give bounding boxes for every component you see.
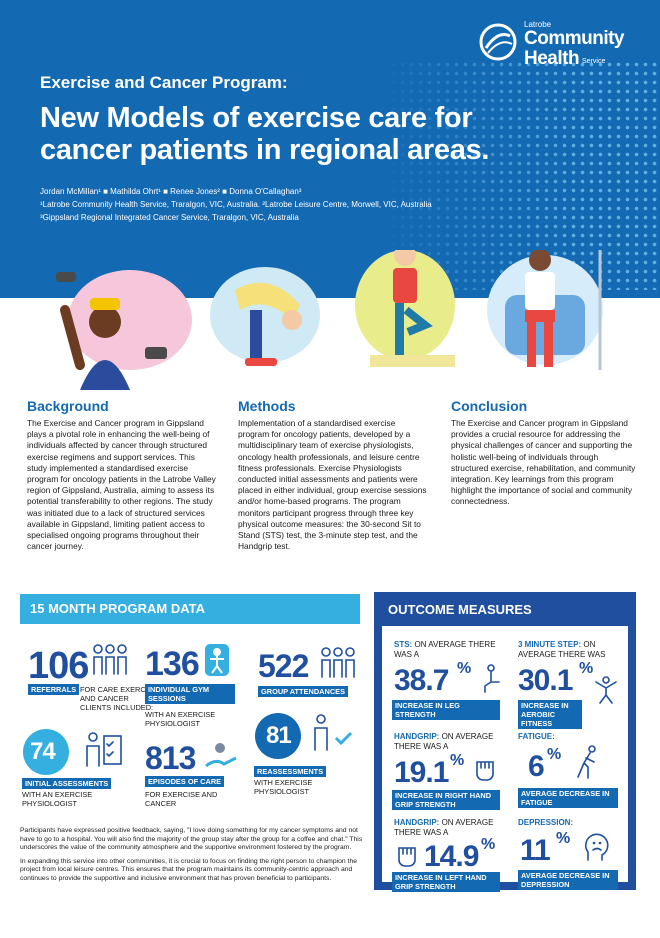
authors: Jordan McMillan¹ ■ Mathilda Ohrt¹ ■ Rene… bbox=[40, 187, 302, 196]
program-data-heading: 15 MONTH PROGRAM DATA bbox=[20, 594, 360, 624]
fist-left-icon bbox=[398, 847, 416, 867]
depression-value: 11 bbox=[520, 834, 551, 867]
logo-line2: Community bbox=[524, 28, 625, 49]
episodes-label: EPISODES OF CARE bbox=[145, 776, 225, 787]
aerobic-person-icon bbox=[595, 676, 617, 704]
gym-sub: WITH AN EXERCISE PHYSIOLOGIST bbox=[145, 710, 216, 728]
methods-heading: Methods bbox=[238, 398, 296, 414]
initial-sub: WITH AN EXERCISE PHYSIOLOGIST bbox=[22, 790, 93, 808]
referrals-label: REFERRALS bbox=[28, 684, 80, 695]
grip-r-value: 19.1 bbox=[394, 756, 449, 789]
logo-line3: Health bbox=[524, 48, 580, 69]
episodes-sub: FOR EXERCISE AND CANCER bbox=[145, 790, 218, 808]
grip-l-intro: HANDGRIP: ON AVERAGE THERE WAS A bbox=[394, 818, 504, 838]
initial-value: 74 bbox=[30, 738, 56, 765]
fatigue-intro: FATIGUE: bbox=[518, 732, 555, 742]
grip-r-name: HANDGRIP: bbox=[394, 732, 440, 741]
fist-icon bbox=[476, 761, 494, 781]
grip-r-unit: % bbox=[450, 752, 464, 769]
step-pre: ON AVERAGE THERE WAS bbox=[518, 640, 606, 659]
fatigue-label: AVERAGE DECREASE IN FATIGUE bbox=[518, 788, 618, 808]
step-label: INCREASE IN AEROBIC FITNESS bbox=[518, 700, 582, 729]
background-text: The Exercise and Cancer program in Gipps… bbox=[27, 418, 216, 552]
grip-l-value: 14.9 bbox=[424, 840, 479, 873]
initial-label: INITIAL ASSESSMENTS bbox=[22, 778, 112, 789]
fatigue-person-icon bbox=[577, 745, 596, 779]
sts-pre: ON AVERAGE THERE WAS A bbox=[394, 640, 496, 659]
step-unit: % bbox=[579, 660, 593, 677]
dot-pattern bbox=[380, 60, 660, 290]
sts-value: 38.7 bbox=[394, 664, 449, 697]
grip-r-intro: HANDGRIP: ON AVERAGE THERE WAS A bbox=[394, 732, 504, 752]
affiliation-2: ³Gippsland Regional Integrated Cancer Se… bbox=[40, 213, 299, 222]
group-attendance-icon bbox=[321, 647, 355, 678]
reassess-badge bbox=[255, 713, 301, 759]
people-group-icon bbox=[93, 644, 127, 675]
methods-section: Methods Implementation of a standardised… bbox=[238, 398, 428, 552]
outcome-measures-panel: OUTCOME MEASURES STS: ON AVERAGE THERE W… bbox=[374, 592, 636, 892]
outcome-heading: OUTCOME MEASURES bbox=[388, 602, 532, 617]
referrals-sub: FOR CARE EXERCISE AND CANCER CLIENTS INC… bbox=[80, 685, 158, 712]
checklist-icon bbox=[86, 732, 122, 767]
title-line-2: cancer patients in regional areas. bbox=[40, 134, 490, 166]
fatigue-value: 6 bbox=[528, 750, 545, 783]
logo: Latrobe Community Health Service bbox=[478, 18, 648, 72]
logo-line1: Latrobe bbox=[524, 20, 552, 29]
background-heading: Background bbox=[27, 398, 109, 414]
step-name: 3 MINUTE STEP: bbox=[518, 640, 582, 649]
title-line-1: New Models of exercise care for bbox=[40, 102, 473, 134]
step-intro: 3 MINUTE STEP: ON AVERAGE THERE WAS bbox=[518, 640, 622, 660]
grip-r-pre: ON AVERAGE THERE WAS A bbox=[394, 732, 494, 751]
care-hand-icon bbox=[205, 743, 237, 768]
page-title: New Models of exercise care for cancer p… bbox=[40, 102, 600, 166]
header-banner bbox=[0, 0, 660, 298]
depression-intro: DEPRESSION: bbox=[518, 818, 573, 828]
step-value: 30.1 bbox=[518, 664, 573, 697]
fatigue-name: FATIGUE: bbox=[518, 732, 555, 741]
group-value: 522 bbox=[258, 648, 309, 684]
footer-paragraph-2: In expanding this service into other com… bbox=[20, 857, 358, 882]
conclusion-heading: Conclusion bbox=[451, 398, 528, 414]
grip-r-label: INCREASE IN RIGHT HAND GRIP STRENGTH bbox=[392, 790, 500, 810]
reassessment-icon bbox=[314, 714, 353, 751]
authors-block: Jordan McMillan¹ ■ Mathilda Ohrt¹ ■ Rene… bbox=[40, 185, 432, 224]
background-section: Background The Exercise and Cancer progr… bbox=[27, 398, 217, 552]
reassess-sub: WITH EXERCISE PHYSIOLOGIST bbox=[254, 778, 313, 796]
fatigue-unit: % bbox=[547, 746, 561, 763]
gym-value: 136 bbox=[145, 645, 200, 683]
eyebrow: Exercise and Cancer Program: bbox=[40, 73, 288, 92]
sts-intro: STS: ON AVERAGE THERE WAS A bbox=[394, 640, 504, 660]
gym-label: INDIVIDUAL GYM SESSIONS bbox=[145, 684, 235, 704]
depression-label: AVERAGE DECREASE IN DEPRESSION bbox=[518, 870, 618, 890]
logo-line4: Service bbox=[582, 58, 606, 65]
outcome-inner: STS: ON AVERAGE THERE WAS A 38.7 % INCRE… bbox=[382, 626, 628, 892]
depression-name: DEPRESSION: bbox=[518, 818, 574, 827]
gym-person-icon bbox=[205, 644, 229, 676]
methods-text: Implementation of a standardised exercis… bbox=[238, 418, 427, 552]
sts-name: STS: bbox=[394, 640, 413, 649]
initial-badge bbox=[23, 729, 69, 775]
conclusion-text: The Exercise and Cancer program in Gipps… bbox=[451, 418, 636, 507]
episodes-value: 813 bbox=[145, 740, 196, 776]
sit-stand-icon bbox=[484, 664, 500, 693]
reassess-label: REASSESSMENTS bbox=[254, 766, 327, 777]
logo-icon bbox=[479, 23, 517, 61]
grip-l-name: HANDGRIP: bbox=[394, 818, 440, 827]
grip-l-pre: ON AVERAGE THERE WAS A bbox=[394, 818, 494, 837]
depression-unit: % bbox=[556, 830, 570, 847]
group-label: GROUP ATTENDANCES bbox=[258, 686, 349, 697]
grip-l-unit: % bbox=[481, 836, 495, 853]
grip-l-label: INCREASE IN LEFT HAND GRIP STRENGTH bbox=[392, 872, 500, 892]
exercise-illustrations bbox=[56, 250, 603, 390]
sad-head-icon bbox=[584, 833, 609, 861]
conclusion-section: Conclusion The Exercise and Cancer progr… bbox=[451, 398, 637, 508]
sts-unit: % bbox=[457, 660, 471, 677]
sts-label: INCREASE IN LEG STRENGTH bbox=[392, 700, 500, 720]
reassess-value: 81 bbox=[266, 722, 292, 749]
affiliation-1: ¹Latrobe Community Health Service, Trara… bbox=[40, 200, 432, 209]
referrals-value: 106 bbox=[28, 645, 89, 687]
footer-text: Participants have expressed positive fee… bbox=[20, 827, 365, 889]
footer-paragraph-1: Participants have expressed positive fee… bbox=[20, 827, 363, 852]
